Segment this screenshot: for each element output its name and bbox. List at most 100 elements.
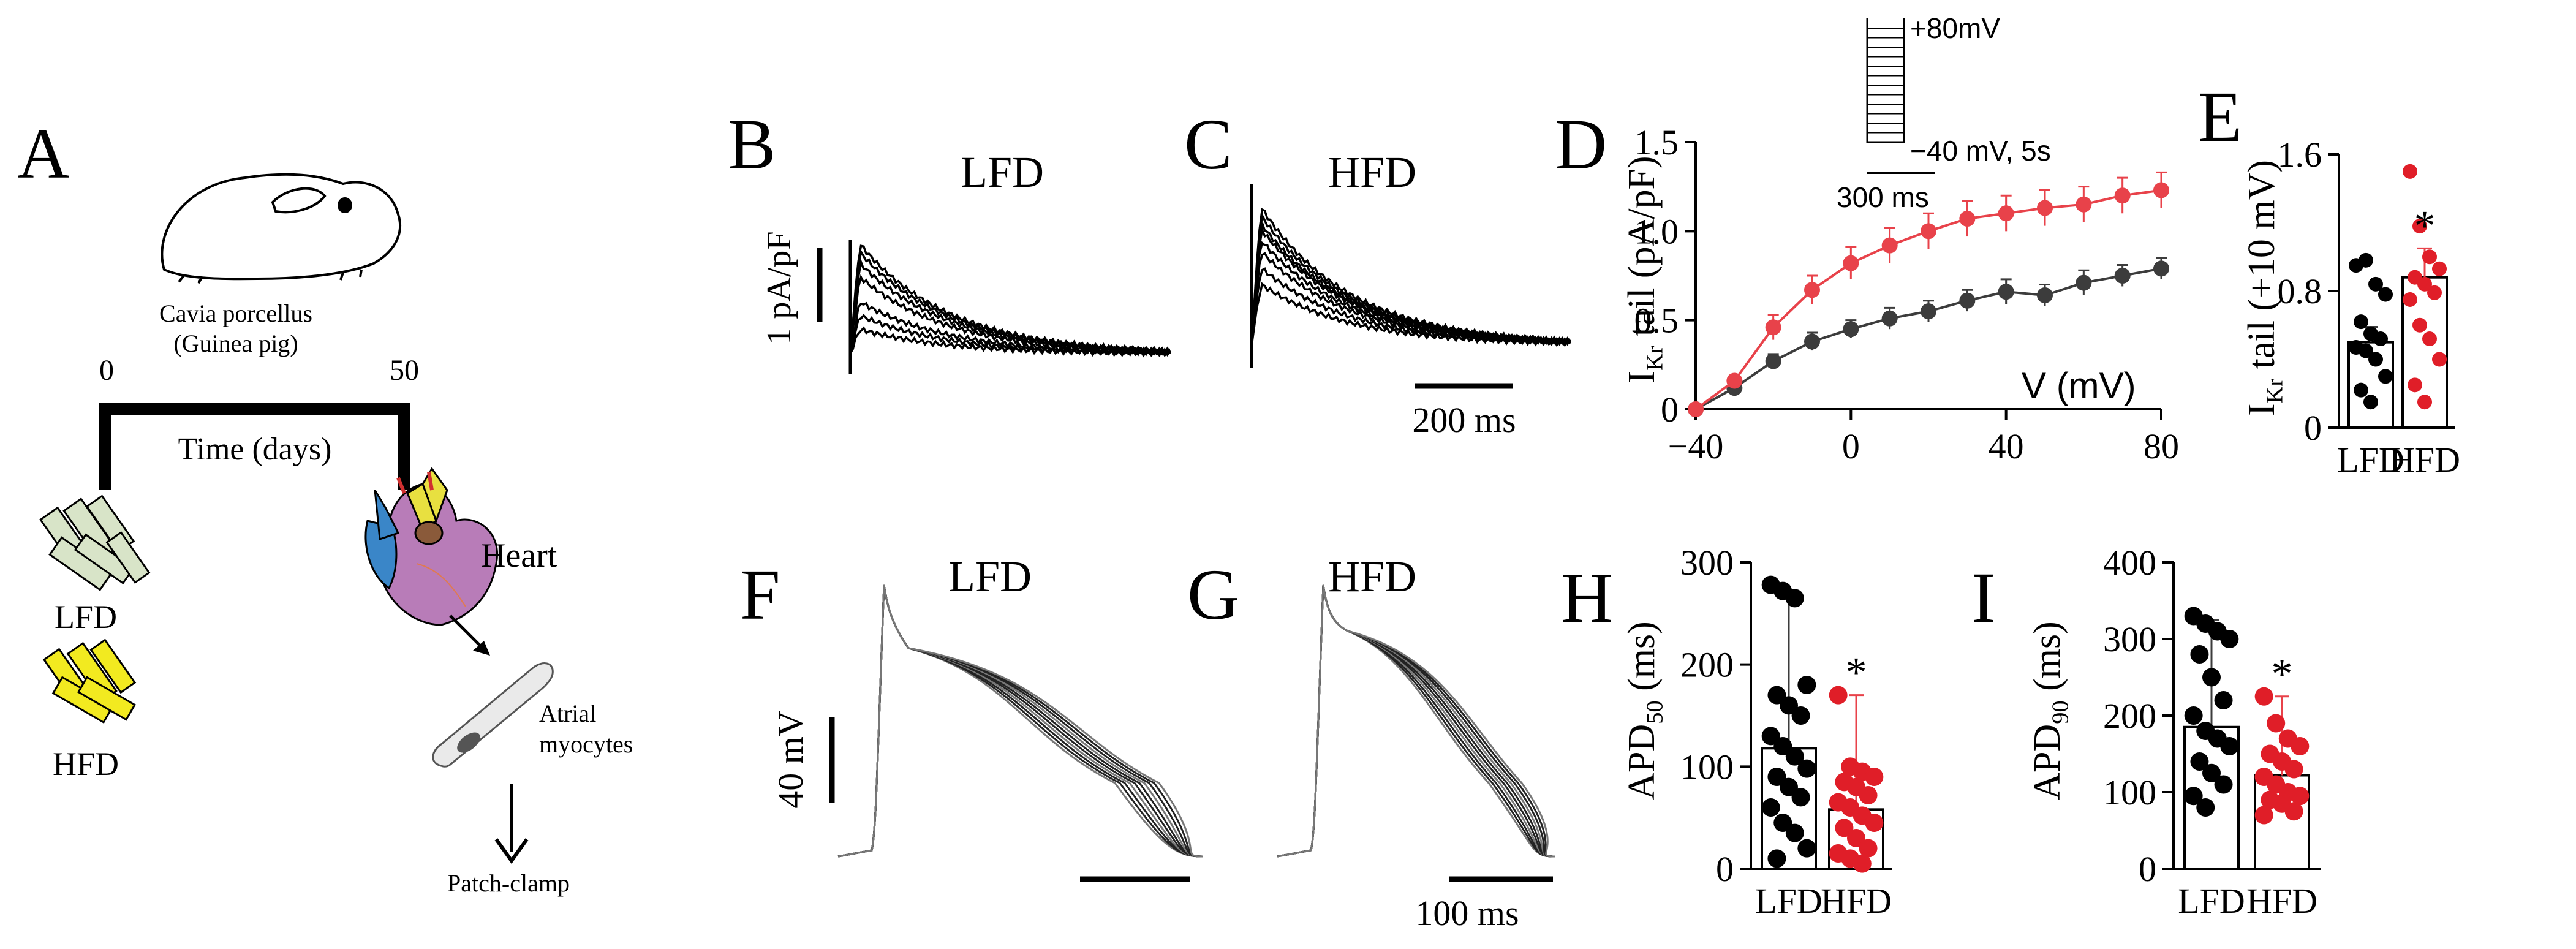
data-point-lfd xyxy=(2215,691,2233,709)
protocol-top-label: +80mV xyxy=(1910,12,2000,44)
panel-letter-f: F xyxy=(740,554,780,635)
ap-scale-x-label: 100 ms xyxy=(1415,893,1519,933)
panel-f: F LFD 40 mV xyxy=(740,552,1203,879)
panel-letter-b: B xyxy=(728,104,776,184)
x-axis-label: V (mV) xyxy=(2022,365,2136,406)
y-tick-label: 0 xyxy=(2139,849,2156,889)
panel-letter-c: C xyxy=(1184,104,1233,184)
y-tick-label: 300 xyxy=(1680,543,1734,583)
data-point-hfd xyxy=(2432,352,2447,367)
data-point-hfd xyxy=(2255,806,2273,825)
cell-label-line1: Atrial xyxy=(539,700,596,727)
arrow-heart-to-cell xyxy=(450,616,484,649)
data-point-hfd xyxy=(2422,249,2437,264)
y-tick-label: 0 xyxy=(2304,408,2322,448)
panel-g: G HFD 100 ms xyxy=(1187,552,1555,933)
significance-marker: * xyxy=(2414,202,2436,249)
data-point-hfd xyxy=(2115,187,2131,203)
panel-letter-a: A xyxy=(17,113,69,194)
data-point-lfd xyxy=(1804,334,1820,350)
data-point-hfd xyxy=(2267,714,2285,733)
panel-c: C HFD 200 ms xyxy=(1184,104,1570,440)
panel-letter-g: G xyxy=(1187,554,1239,635)
significance-marker: * xyxy=(1846,649,1867,697)
y-axis-label: APD90 (ms) xyxy=(2026,621,2074,800)
y-tick-label: 400 xyxy=(2103,543,2156,583)
data-point-lfd xyxy=(2363,395,2378,409)
data-point-lfd xyxy=(1998,284,2014,300)
lfd-diet-label: LFD xyxy=(55,599,117,635)
panel-b-title: LFD xyxy=(961,148,1044,197)
panel-letter-h: H xyxy=(1561,558,1613,638)
data-point-hfd xyxy=(2417,395,2432,409)
action-potential-trace xyxy=(1277,585,1555,856)
protocol-time-label: 300 ms xyxy=(1837,181,1929,213)
x-tick-label: 0 xyxy=(1842,426,1860,466)
category-label-lfd: LFD xyxy=(1755,881,1822,921)
data-point-hfd xyxy=(1726,372,1742,388)
data-point-lfd xyxy=(2378,287,2393,302)
hfd-ap-traces xyxy=(1277,585,1555,856)
category-label-hfd: HFD xyxy=(2389,440,2460,480)
panel-letter-d: D xyxy=(1555,104,1607,184)
species-name: Cavia porcellus xyxy=(159,300,312,327)
data-point-lfd xyxy=(2378,369,2393,384)
y-tick-label: 0.8 xyxy=(2278,271,2322,311)
x-tick-label: 80 xyxy=(2144,426,2179,466)
heart-icon xyxy=(366,469,497,625)
current-trace xyxy=(1252,216,1570,347)
data-point-lfd xyxy=(1797,839,1816,858)
data-point-lfd xyxy=(1797,760,1816,778)
data-point-lfd xyxy=(2373,331,2388,346)
y-tick-label: 200 xyxy=(1680,645,1734,685)
y-tick-label: 300 xyxy=(2103,619,2156,659)
data-point-lfd xyxy=(2115,268,2131,284)
data-point-lfd xyxy=(1767,849,1786,868)
data-point-hfd xyxy=(2285,760,2303,779)
data-point-hfd xyxy=(2427,285,2442,300)
current-trace xyxy=(1252,230,1570,345)
data-point-lfd xyxy=(1792,706,1810,725)
data-point-lfd xyxy=(2202,668,2221,687)
panel-g-title: HFD xyxy=(1328,552,1416,601)
significance-marker: * xyxy=(2272,651,2293,698)
panel-letter-i: I xyxy=(1971,558,1995,638)
protocol-hold-label: −40 mV, 5s xyxy=(1910,135,2051,167)
hfd-current-traces xyxy=(1252,184,1570,368)
data-point-hfd xyxy=(1829,686,1848,705)
lfd-ap-traces xyxy=(838,585,1203,856)
data-point-hfd xyxy=(1766,319,1781,335)
data-point-hfd xyxy=(2432,262,2447,276)
voltage-protocol-inset: +80mV −40 mV, 5s 300 ms xyxy=(1837,12,2051,213)
lfd-chow-icon xyxy=(40,496,149,590)
data-point-hfd xyxy=(2037,200,2053,216)
x-tick-label: −40 xyxy=(1668,426,1724,466)
category-label-hfd: HFD xyxy=(1821,881,1892,921)
figure: A Cavia porcellus (Guinea pig) 0 50 Time… xyxy=(0,0,2576,949)
data-point-lfd xyxy=(1843,321,1859,337)
data-point-lfd xyxy=(2153,260,2169,276)
method-label: Patch-clamp xyxy=(447,869,570,897)
data-point-lfd xyxy=(1797,676,1816,694)
y-tick-label: 200 xyxy=(2103,696,2156,736)
timeline-start-label: 0 xyxy=(99,354,114,387)
data-point-hfd xyxy=(1688,401,1704,417)
panel-a: A Cavia porcellus (Guinea pig) 0 50 Time… xyxy=(17,113,633,897)
timeline-label: Time (days) xyxy=(178,432,332,467)
voltage-scale-y-label: 40 mV xyxy=(771,711,810,809)
data-point-lfd xyxy=(2220,737,2238,755)
data-point-hfd xyxy=(2153,182,2169,198)
data-point-lfd xyxy=(1766,354,1781,369)
current-scale-y-label: 1 pA/pF xyxy=(760,231,798,344)
data-point-lfd xyxy=(2215,776,2233,794)
data-point-hfd xyxy=(1921,223,1936,239)
current-scale-x-label: 200 ms xyxy=(1412,400,1516,440)
data-point-hfd xyxy=(2408,377,2422,392)
species-common-name: (Guinea pig) xyxy=(173,330,298,357)
data-point-hfd xyxy=(2076,197,2091,213)
data-point-hfd xyxy=(1959,211,1975,227)
data-point-hfd xyxy=(1804,282,1820,298)
